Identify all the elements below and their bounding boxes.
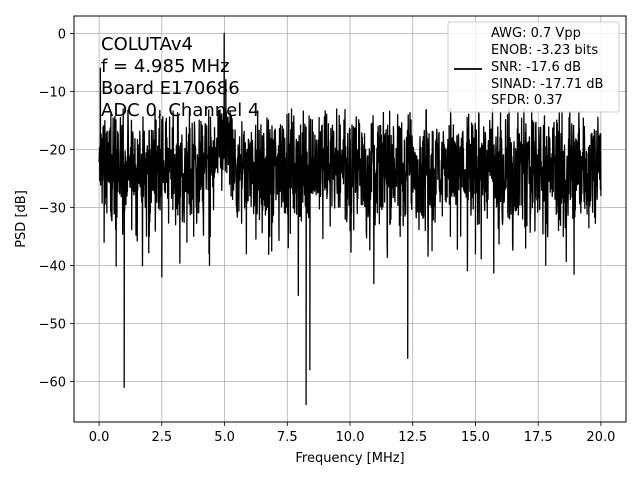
legend-sinad: SINAD: -17.71 dB — [491, 77, 603, 92]
y-tick-label: −40 — [39, 259, 66, 274]
x-tick-label: 10.0 — [336, 430, 365, 445]
y-tick-label: −60 — [39, 375, 66, 390]
x-tick-label: 2.5 — [151, 430, 172, 445]
y-tick-label: −50 — [39, 317, 66, 332]
y-tick-label: −10 — [39, 85, 66, 100]
annotation-board: Board E170686 — [101, 78, 240, 99]
psd-series-line — [98, 32, 602, 406]
annotation-chip: COLUTAv4 — [101, 34, 193, 55]
legend: AWG: 0.7 Vpp ENOB: -3.23 bits SNR: -17.6… — [447, 21, 620, 113]
y-tick-label: −20 — [39, 143, 66, 158]
x-tick-label: 20.0 — [586, 430, 615, 445]
x-tick-label: 5.0 — [214, 430, 235, 445]
x-tick-label: 7.5 — [277, 430, 298, 445]
data-layer — [98, 32, 602, 406]
x-tick-label: 15.0 — [461, 430, 490, 445]
legend-awg: AWG: 0.7 Vpp — [491, 26, 581, 41]
legend-box — [447, 21, 620, 113]
y-tick-label: −30 — [39, 201, 66, 216]
annotation-frequency: f = 4.985 MHz — [101, 56, 230, 77]
legend-sfdr: SFDR: 0.37 — [491, 93, 563, 108]
x-tick-label: 12.5 — [398, 430, 427, 445]
legend-enob: ENOB: -3.23 bits — [491, 43, 598, 58]
x-axis-label: Frequency [MHz] — [295, 451, 404, 466]
annotation-block: COLUTAv4 f = 4.985 MHz Board E170686 ADC… — [101, 34, 259, 121]
x-tick-label: 17.5 — [524, 430, 553, 445]
y-tick-label: 0 — [58, 27, 66, 42]
legend-snr: SNR: -17.6 dB — [491, 60, 581, 75]
y-axis-label: PSD [dB] — [14, 190, 29, 248]
annotation-channel: ADC 0, Channel 4 — [101, 100, 259, 121]
axis-ticks: 0.0 2.5 5.0 7.5 10.0 12.5 15.0 17.5 20.0 0 −10 −20 −… — [39, 27, 616, 445]
x-tick-label: 0.0 — [89, 430, 110, 445]
